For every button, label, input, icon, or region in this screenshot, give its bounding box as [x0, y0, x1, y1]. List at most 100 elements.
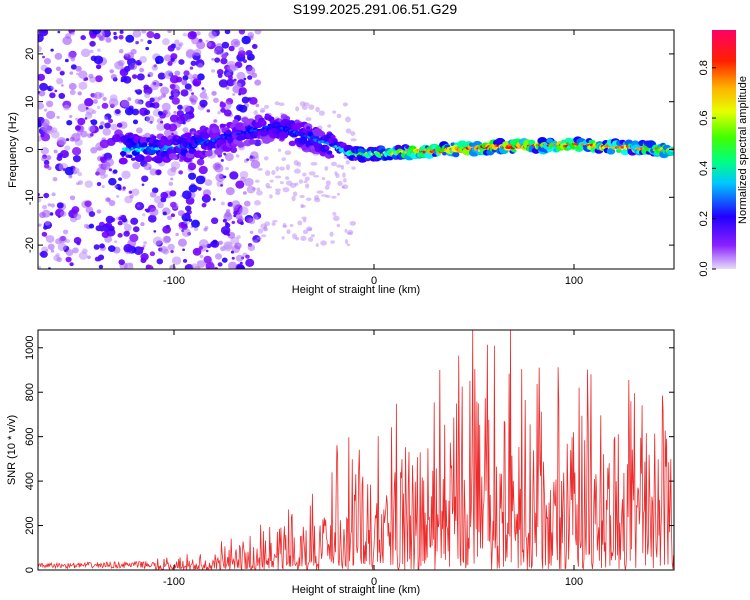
spectrogram-cell	[203, 255, 212, 264]
spectrogram-cell	[149, 207, 159, 217]
spectrogram-cell	[205, 262, 215, 269]
spectrogram-x-label: Height of straight line (km)	[292, 284, 420, 296]
spectrogram-cell	[247, 244, 256, 251]
spectrogram-cell	[139, 67, 145, 73]
spectrogram-cell	[302, 219, 307, 223]
spectrogram-cell	[38, 135, 42, 142]
spectrogram-cell	[211, 90, 217, 96]
spectrogram-cell	[181, 79, 188, 85]
spectrogram-cell	[43, 159, 50, 165]
snr-frame	[37, 329, 675, 571]
x-tick-label: 100	[565, 275, 583, 287]
spectrogram-cell	[118, 259, 125, 266]
spectrogram-cell	[99, 139, 110, 149]
spectrogram-cell	[295, 236, 300, 241]
spectrogram-cell	[242, 191, 247, 195]
spectrogram-cell	[165, 70, 173, 77]
spectrogram-cell	[117, 233, 123, 238]
spectrogram-cell	[245, 254, 250, 259]
spectrogram-cell	[320, 194, 328, 197]
spectrogram-cell	[169, 264, 176, 269]
spectrogram-cell	[145, 115, 155, 124]
spectrogram-cell	[300, 235, 307, 241]
spectrogram-cell	[351, 166, 356, 170]
spectrogram-cell	[212, 162, 221, 171]
spectrogram-cell	[160, 191, 169, 199]
colorbar-gradient	[712, 30, 736, 269]
spectrogram-cell	[93, 55, 104, 65]
spectrogram-cell	[295, 106, 300, 112]
x-tick-label: -100	[163, 576, 185, 588]
spectrogram-cell	[70, 31, 76, 36]
spectrogram-cell	[206, 42, 212, 47]
spectrogram-cell	[170, 177, 174, 181]
spectrogram-cell	[65, 138, 70, 142]
y-tick-label: 200	[24, 516, 36, 534]
spectrogram-cell	[201, 131, 211, 139]
spectrogram-cell	[269, 194, 273, 199]
spectrogram-cell	[170, 213, 176, 218]
spectrogram-cell	[246, 66, 256, 75]
spectrogram-cell	[76, 72, 79, 76]
spectrogram-cell	[301, 105, 308, 110]
snr-series-line	[38, 330, 674, 570]
spectrogram-cell	[332, 212, 337, 216]
spectrogram-cell	[324, 166, 329, 171]
spectrogram-cell	[117, 220, 123, 226]
spectrogram-cell	[306, 226, 313, 232]
spectrogram-cell	[346, 243, 351, 247]
spectrogram-cell	[178, 43, 182, 47]
spectrogram-cell	[233, 78, 237, 82]
spectrogram-cell	[219, 174, 223, 178]
spectrogram-cell	[281, 157, 287, 161]
spectrogram-cell	[192, 78, 202, 87]
spectrogram-cell	[170, 201, 177, 208]
spectrogram-cell	[149, 251, 156, 257]
spectrogram-cell	[77, 180, 84, 185]
spectrogram-cell	[232, 119, 239, 125]
spectrogram-cell	[264, 170, 271, 177]
spectrogram-cell	[169, 83, 176, 90]
spectrogram-cell	[223, 175, 227, 179]
spectrogram-cell	[320, 240, 328, 246]
spectrogram-cell	[73, 237, 82, 244]
spectrogram-cell	[80, 48, 91, 58]
spectrogram-cell	[237, 50, 246, 58]
spectrogram-cell	[249, 230, 254, 234]
spectrogram-cell	[108, 118, 114, 124]
spectrogram-cell	[256, 190, 263, 196]
spectrogram-cell	[336, 113, 342, 119]
spectrogram-cell	[215, 173, 225, 182]
spectrogram-cell	[205, 150, 213, 157]
snr-y-label: SNR (10 * v/v)	[6, 415, 18, 485]
spectrogram-cell	[223, 244, 232, 252]
spectrogram-cell	[308, 171, 316, 176]
spectrogram-cell	[144, 92, 151, 99]
spectrogram-cell	[336, 164, 342, 168]
spectrogram-cell	[227, 231, 236, 239]
spectrogram-cell	[333, 215, 340, 221]
spectrogram-cell	[98, 163, 104, 168]
spectrogram-cell	[84, 98, 94, 107]
spectrogram-cell	[512, 149, 517, 153]
spectrogram-cell	[105, 215, 114, 224]
spectrogram-cell	[121, 170, 131, 179]
spectrogram-cell	[109, 69, 115, 74]
spectrogram-cell	[120, 214, 127, 221]
spectrogram-cell	[162, 235, 171, 244]
spectrogram-cell	[40, 250, 48, 258]
spectrogram-cell	[247, 57, 251, 61]
spectrogram-cell	[194, 227, 199, 231]
spectrogram-cell	[223, 109, 232, 117]
spectrogram-cell	[140, 38, 144, 42]
spectrogram-cell	[349, 220, 356, 226]
spectrogram-cell	[197, 63, 204, 69]
spectrogram-cell	[225, 129, 232, 135]
spectrogram-cell	[127, 97, 132, 101]
spectrogram-cell	[344, 116, 351, 123]
spectrogram-cell	[191, 92, 195, 96]
spectrogram-cell	[188, 172, 197, 180]
spectrogram-cell	[51, 130, 60, 139]
spectrogram-cell	[151, 64, 158, 71]
spectrogram-cell	[51, 86, 55, 90]
